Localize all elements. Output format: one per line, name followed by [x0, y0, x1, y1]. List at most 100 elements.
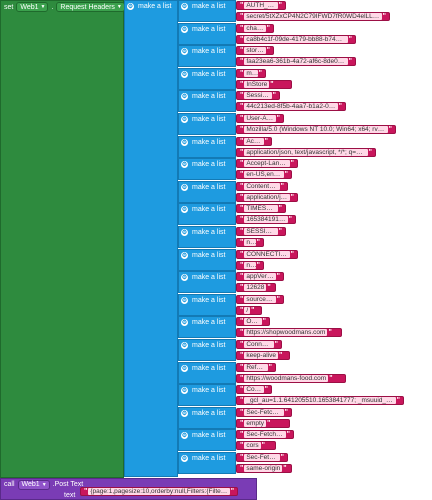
header-value-string[interactable]: " https://woodmans-food.com "	[236, 374, 346, 383]
header-key-string[interactable]: "Sec-Fetch-Dest"	[236, 408, 292, 417]
pair-make-list-block[interactable]: ⚙ make a list	[178, 136, 236, 158]
set-request-headers-block[interactable]: set Web1 ▼ . Request Headers ▼ to	[0, 0, 134, 478]
header-key-string-value[interactable]: appVersion	[244, 273, 276, 280]
gear-icon[interactable]: ⚙	[181, 296, 188, 304]
header-key-string-value[interactable]: AUTH_TOKEN	[244, 2, 278, 9]
header-value-string[interactable]: " 12628 "	[236, 283, 276, 292]
header-value-string[interactable]: "1653841913715"	[236, 215, 296, 224]
header-key-string[interactable]: "User-Agent"	[236, 114, 284, 123]
header-key-string-value[interactable]: Sec-Fetch-Mode	[244, 431, 286, 438]
gear-icon[interactable]: ⚙	[181, 25, 188, 33]
header-key-string[interactable]: "Accept-Language"	[236, 159, 298, 168]
header-key-string-value[interactable]: CONNECTION_ID	[244, 251, 290, 258]
header-value-string[interactable]: "en-US,en;q=0.5"	[236, 170, 292, 179]
header-value-string-value[interactable]: secret/5tXZxCP4N2C79IFWD7fR0WD4elLL2n4YJ…	[244, 13, 382, 20]
gear-icon[interactable]: ⚙	[181, 431, 188, 439]
header-key-string-value[interactable]: Connection	[244, 341, 274, 348]
gear-icon[interactable]: ⚙	[181, 138, 188, 146]
header-key-string-value[interactable]: Sec-Fetch-Site	[244, 454, 280, 461]
header-key-string[interactable]: "TIMESTAMP"	[236, 204, 286, 213]
call-component-dropdown[interactable]: Web1 ▼	[17, 479, 50, 490]
text-string-value[interactable]: {page:1,pagesize:10,orderby:null,Filters…	[88, 488, 230, 495]
header-value-string-value[interactable]: _gcl_au=1.1.641205510.1653841777; _msuui…	[244, 397, 396, 404]
header-key-string-value[interactable]: sourcepage	[244, 296, 276, 303]
gear-icon[interactable]: ⚙	[181, 409, 188, 417]
header-key-string-value[interactable]: Accept-Language	[244, 160, 290, 167]
header-key-string-value[interactable]: SessionKey	[244, 92, 272, 99]
pair-make-list-block[interactable]: ⚙ make a list	[178, 158, 236, 180]
outer-make-list-block[interactable]: ⚙ make a list	[124, 0, 178, 477]
gear-icon[interactable]: ⚙	[181, 251, 188, 259]
header-value-string-value[interactable]: keep-alive	[244, 352, 278, 359]
pair-make-list-block[interactable]: ⚙ make a list	[178, 249, 236, 271]
header-value-string[interactable]: "ca8b4c1f-09de-4179-bb88-b7495cfb4de1"	[236, 35, 356, 44]
header-value-string[interactable]: " application/json "	[236, 193, 298, 202]
header-key-string[interactable]: "Content-Type"	[236, 182, 288, 191]
header-value-string[interactable]: "44c213ed-8f5b-4aa7-b1a2-061a1e2f188a"	[236, 102, 346, 111]
gear-icon[interactable]: ⚙	[181, 341, 188, 349]
pair-make-list-block[interactable]: ⚙ make a list	[178, 294, 236, 316]
header-key-string[interactable]: "sourcepage"	[236, 295, 284, 304]
header-value-string[interactable]: " _gcl_au=1.1.641205510.1653841777; _msuu…	[236, 396, 404, 405]
header-value-string-value[interactable]: null	[244, 239, 256, 246]
header-value-string[interactable]: " keep-alive "	[236, 351, 290, 360]
header-key-string[interactable]: "chainID"	[236, 24, 274, 33]
header-key-string-value[interactable]: mode	[244, 70, 258, 77]
header-value-string-value[interactable]: same-origin	[244, 465, 283, 472]
gear-icon[interactable]: ⚙	[181, 115, 188, 123]
header-value-string[interactable]: " InStore "	[236, 80, 292, 89]
header-key-string[interactable]: "Sec-Fetch-Mode"	[236, 430, 294, 439]
header-value-string-value[interactable]: 44c213ed-8f5b-4aa7-b1a2-061a1e2f188a	[244, 103, 338, 110]
header-value-string[interactable]: " null "	[236, 238, 264, 247]
header-key-string-value[interactable]: Origin	[244, 318, 262, 325]
pair-make-list-block[interactable]: ⚙ make a list	[178, 452, 236, 474]
gear-icon[interactable]: ⚙	[181, 92, 188, 100]
header-value-string-value[interactable]: application/json, text/javascript, */*; …	[244, 149, 368, 156]
header-key-string[interactable]: "Cookie"	[236, 385, 272, 394]
pair-make-list-block[interactable]: ⚙ make a list	[178, 181, 236, 203]
header-value-string-value[interactable]: cors	[244, 442, 261, 449]
pair-make-list-block[interactable]: ⚙ make a list	[178, 23, 236, 45]
header-key-string[interactable]: "CONNECTION_ID"	[236, 250, 298, 259]
header-key-string-value[interactable]: TIMESTAMP	[244, 205, 278, 212]
header-value-string[interactable]: " Mozilla/5.0 (Windows NT 10.0; Win64; x6…	[236, 125, 396, 134]
header-value-string[interactable]: " cors "	[236, 441, 276, 450]
header-value-string[interactable]: "faa23ea6-361b-4a72-af6c-8de0fc824276"	[236, 57, 356, 66]
pair-make-list-block[interactable]: ⚙ make a list	[178, 45, 236, 67]
header-value-string-value[interactable]: faa23ea6-361b-4a72-af6c-8de0fc824276	[244, 58, 348, 65]
header-value-string-value[interactable]: /	[244, 307, 251, 314]
header-value-string[interactable]: " https://shopwoodmans.com "	[236, 328, 342, 337]
header-value-string-value[interactable]: https://shopwoodmans.com	[244, 329, 328, 336]
header-key-string-value[interactable]: SESSION_ID	[244, 228, 278, 235]
gear-icon[interactable]: ⚙	[181, 183, 188, 191]
gear-icon[interactable]: ⚙	[181, 160, 188, 168]
gear-icon[interactable]: ⚙	[181, 47, 188, 55]
header-key-string-value[interactable]: Content-Type	[244, 183, 280, 190]
header-value-string[interactable]: " application/json, text/javascript, */*;…	[236, 148, 376, 157]
header-key-string[interactable]: " storeID "	[236, 46, 274, 55]
header-value-string[interactable]: " same-origin "	[236, 464, 292, 473]
header-value-string-value[interactable]: en-US,en;q=0.5	[244, 171, 284, 178]
header-value-string-value[interactable]: 1653841913715	[244, 216, 288, 223]
gear-icon[interactable]: ⚙	[181, 364, 188, 372]
gear-icon[interactable]: ⚙	[181, 273, 188, 281]
header-value-string-value[interactable]: application/json	[244, 194, 290, 201]
text-string-block[interactable]: " {page:1,pagesize:10,orderby:null,Filte…	[80, 487, 238, 496]
pair-make-list-block[interactable]: ⚙ make a list	[178, 316, 236, 338]
header-key-string-value[interactable]: Referer	[244, 364, 268, 371]
header-key-string-value[interactable]: Cookie	[244, 386, 264, 393]
header-key-string[interactable]: "mode"	[236, 69, 266, 78]
header-value-string-value[interactable]: https://woodmans-food.com	[244, 375, 329, 382]
pair-make-list-block[interactable]: ⚙ make a list	[178, 362, 236, 384]
header-key-string[interactable]: " Referer "	[236, 363, 276, 372]
header-key-string[interactable]: "Origin"	[236, 317, 270, 326]
header-value-string[interactable]: " null "	[236, 261, 264, 270]
header-value-string[interactable]: " / "	[236, 306, 262, 315]
pair-make-list-block[interactable]: ⚙ make a list	[178, 226, 236, 248]
header-key-string-value[interactable]: chainID	[244, 25, 266, 32]
header-key-string[interactable]: "Accept"	[236, 137, 272, 146]
header-key-string[interactable]: " appVersion "	[236, 272, 284, 281]
property-dropdown[interactable]: Request Headers ▼	[56, 2, 125, 12]
pair-make-list-block[interactable]: ⚙ make a list	[178, 68, 236, 90]
header-key-string[interactable]: "Sec-Fetch-Site"	[236, 453, 288, 462]
